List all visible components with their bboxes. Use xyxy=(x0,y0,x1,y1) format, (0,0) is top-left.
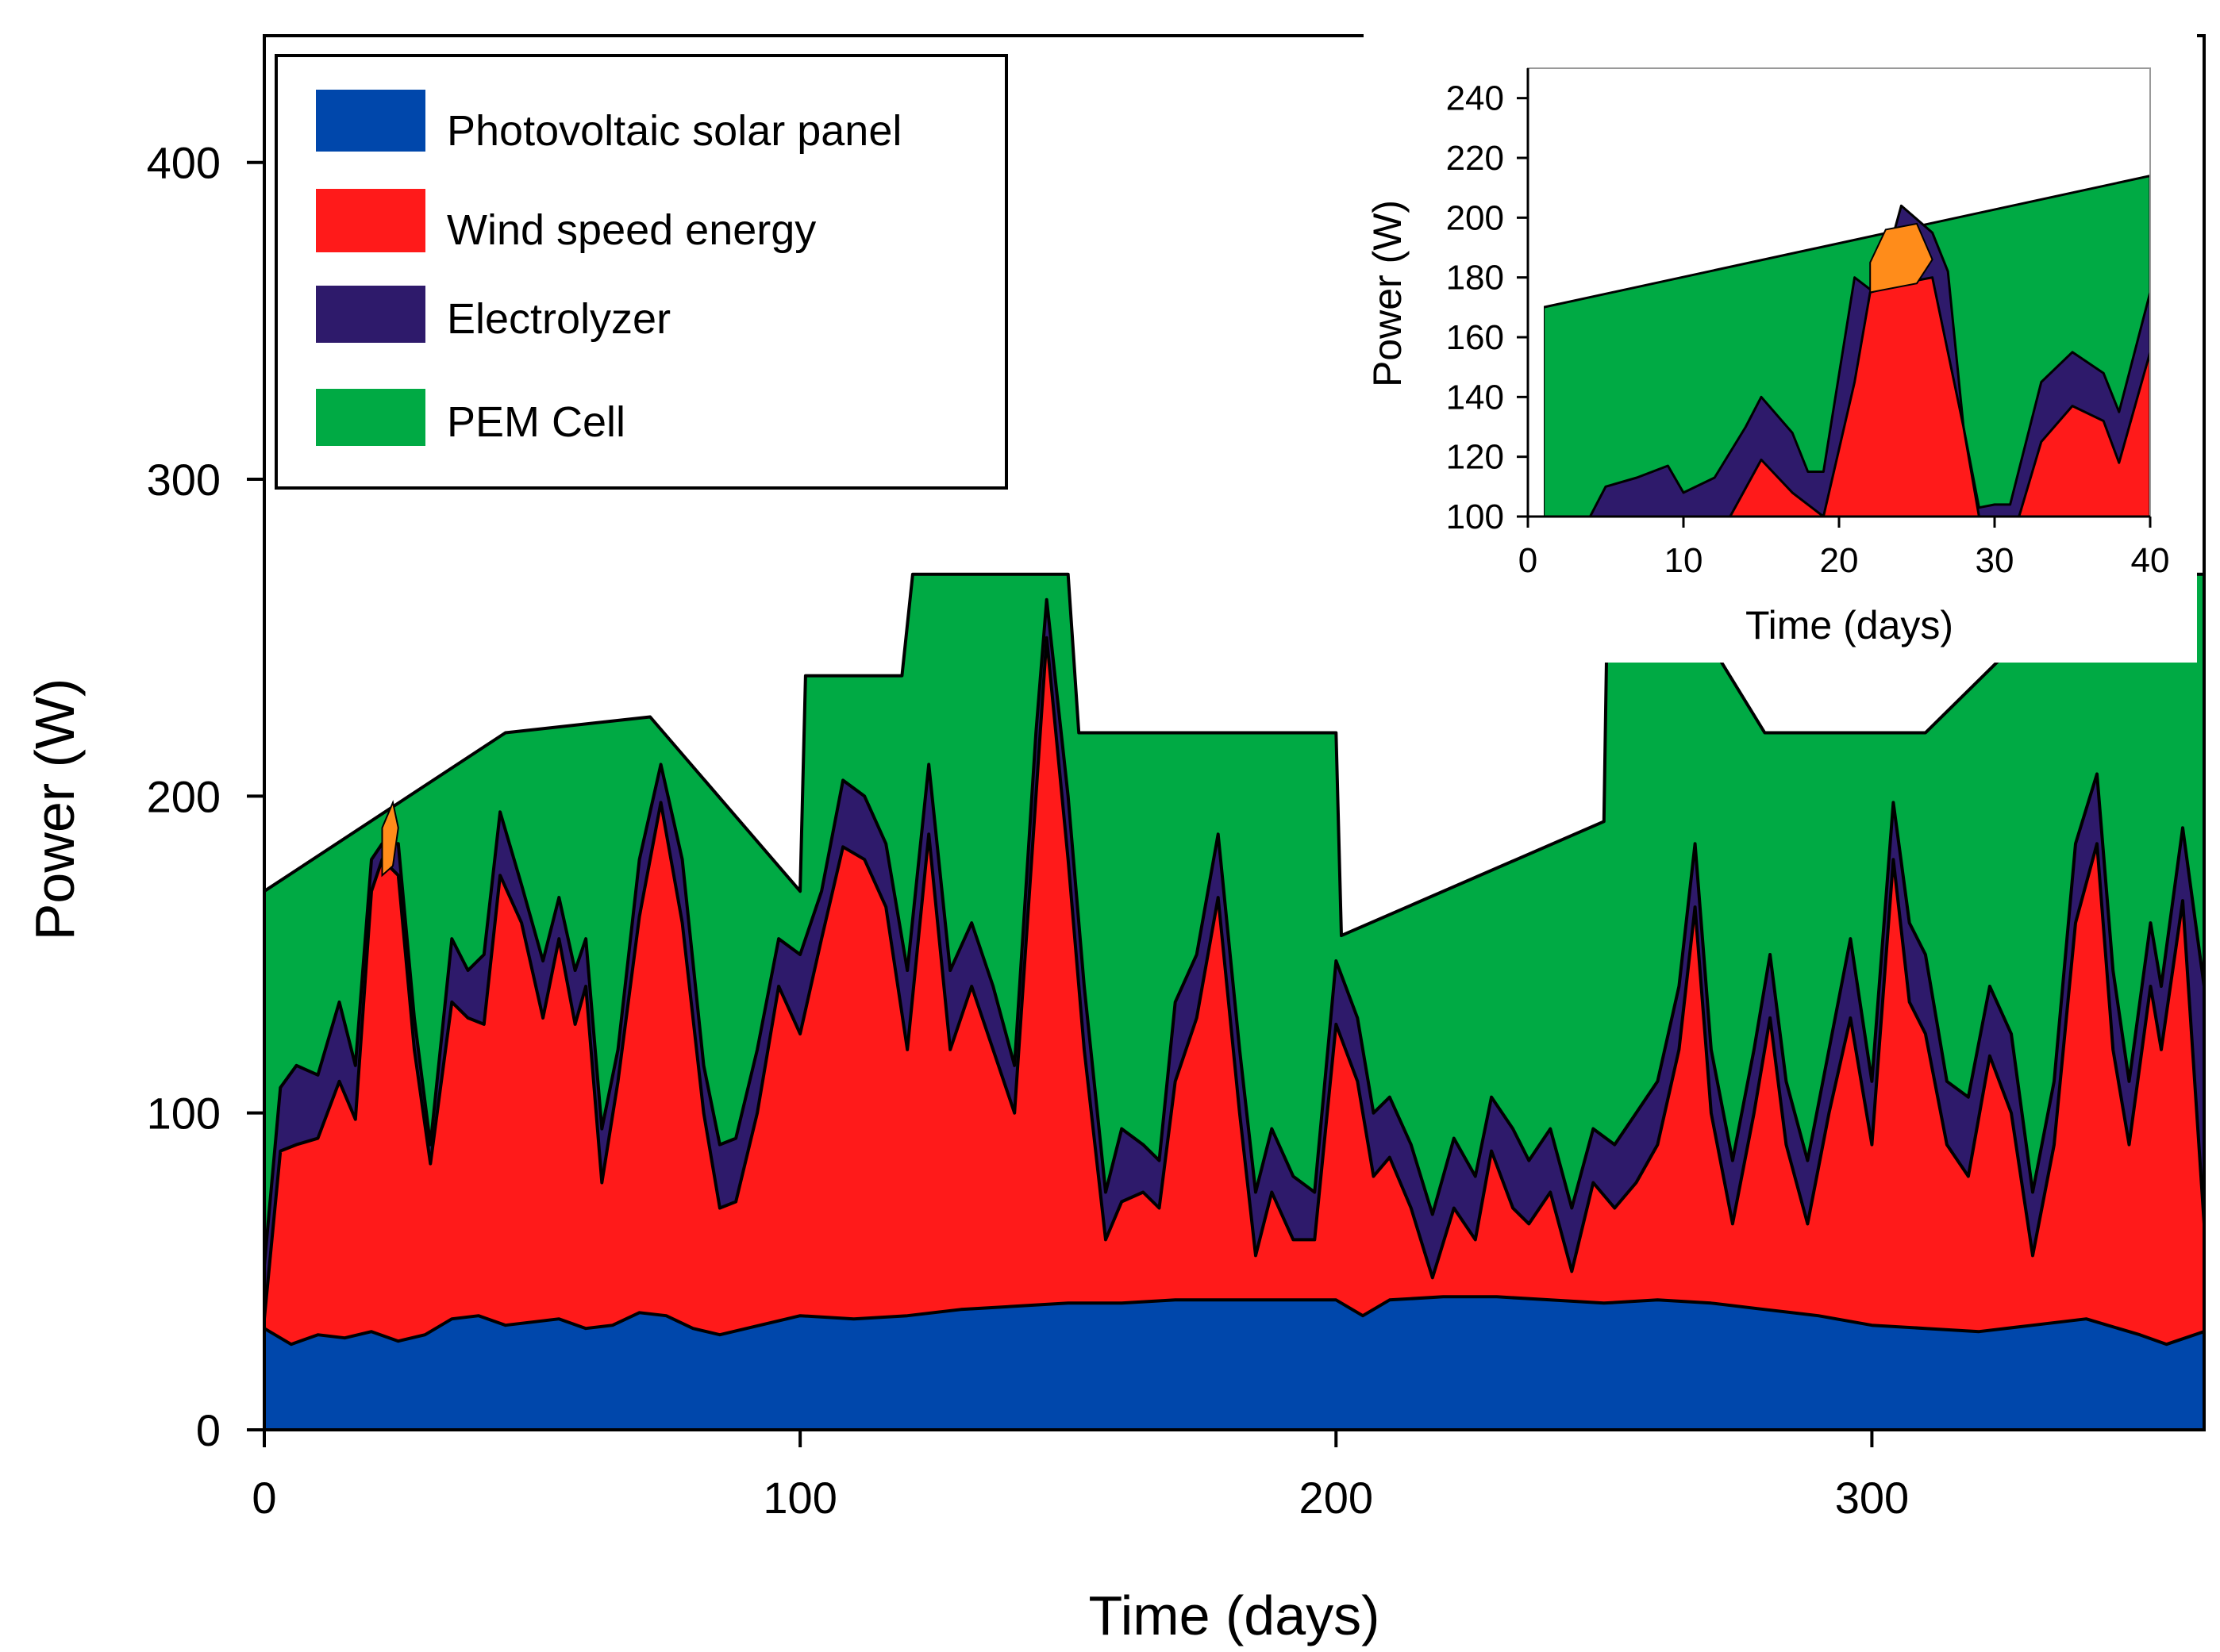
wind-speed-energy-area xyxy=(264,636,2204,1430)
overlap-area xyxy=(381,800,399,878)
inset-overlap-area xyxy=(1869,222,1933,294)
inset-x-tick-label: 20 xyxy=(1820,541,1859,580)
x-tick-label: 0 xyxy=(252,1473,276,1523)
x-tick-label: 300 xyxy=(1835,1473,1909,1523)
legend-label: Electrolyzer xyxy=(447,295,671,343)
legend-swatch xyxy=(316,189,425,252)
legend-entry-pem: PEM Cell xyxy=(316,389,625,446)
legend-swatch xyxy=(316,90,425,152)
inset-x-tick-label: 30 xyxy=(1976,541,2014,580)
legend-label: PEM Cell xyxy=(447,398,625,446)
y-tick-label: 400 xyxy=(147,138,221,188)
inset-y-tick-label: 220 xyxy=(1446,139,1504,178)
y-axis-title: Power (W) xyxy=(24,678,86,941)
legend: Photovoltaic solar panel Wind speed ener… xyxy=(275,54,1008,490)
main-x-axis: 0 100 200 300 xyxy=(252,1430,1909,1523)
main-plot-frame xyxy=(263,34,2206,1431)
inset-y-tick-label: 140 xyxy=(1446,378,1504,417)
main-y-axis: 0 100 200 300 400 xyxy=(147,138,264,1455)
inset-x-tick-label: 10 xyxy=(1664,541,1703,580)
inset-areas xyxy=(1544,175,2150,517)
inset-x-axis: 0 10 20 30 40 xyxy=(1518,517,2170,580)
legend-label: Wind speed energy xyxy=(447,206,816,254)
inset-y-tick-label: 200 xyxy=(1446,198,1504,237)
x-tick-label: 100 xyxy=(763,1473,837,1523)
inset-y-axis: 100 120 140 160 180 200 220 240 xyxy=(1446,79,1528,536)
inset-y-axis-title: Power (W) xyxy=(1365,200,1410,387)
inset-y-tick-label: 120 xyxy=(1446,438,1504,477)
inset-x-axis-title: Time (days) xyxy=(1745,603,1953,647)
x-axis-title: Time (days) xyxy=(1089,1585,1380,1646)
x-tick-label: 200 xyxy=(1299,1473,1373,1523)
photovoltaic-area xyxy=(264,1295,2204,1430)
legend-entry-photovoltaic: Photovoltaic solar panel xyxy=(316,90,902,155)
inset-x-tick-label: 0 xyxy=(1518,541,1537,580)
y-tick-label: 200 xyxy=(147,771,221,821)
y-tick-label: 100 xyxy=(147,1089,221,1139)
inset-y-tick-label: 160 xyxy=(1446,318,1504,357)
legend-swatch xyxy=(316,389,425,446)
legend-swatch xyxy=(316,286,425,343)
legend-entry-electrolyzer: Electrolyzer xyxy=(316,286,671,343)
y-tick-label: 0 xyxy=(196,1405,221,1455)
legend-label: Photovoltaic solar panel xyxy=(447,107,902,155)
inset-y-tick-label: 100 xyxy=(1446,498,1504,536)
legend-entry-wind: Wind speed energy xyxy=(316,189,816,254)
inset-y-tick-label: 180 xyxy=(1446,259,1504,298)
y-tick-label: 300 xyxy=(147,455,221,505)
inset-chart: 0 10 20 30 40 100 120 140 160 180 200 220 240 Time … xyxy=(1364,28,2197,663)
inset-y-tick-label: 240 xyxy=(1446,79,1504,118)
main-areas xyxy=(264,478,2204,1430)
inset-x-tick-label: 40 xyxy=(2131,541,2170,580)
